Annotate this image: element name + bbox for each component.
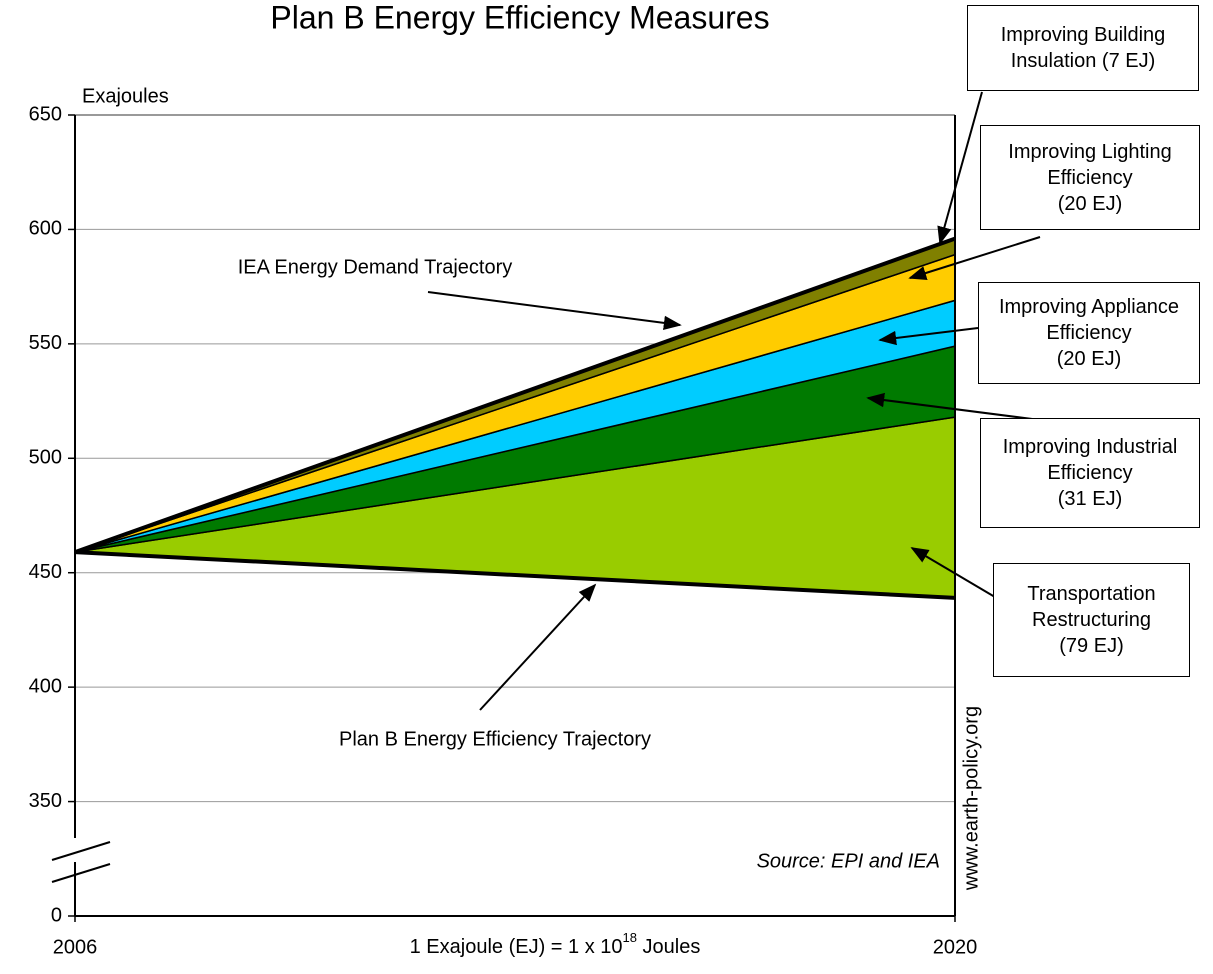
callout-arrow xyxy=(910,547,1001,601)
chart-title: Plan B Energy Efficiency Measures xyxy=(270,0,769,35)
callout-arrow xyxy=(937,91,983,245)
y-tick-label: 0 xyxy=(51,904,62,926)
annotation-arrow xyxy=(479,583,597,711)
y-tick-label: 400 xyxy=(29,675,62,697)
callout-box: Improving Industrial Efficiency (31 EJ) xyxy=(980,418,1200,528)
callout-box: Improving Building Insulation (7 EJ) xyxy=(967,5,1199,91)
callout-text: Improving Industrial Efficiency (31 EJ) xyxy=(987,434,1193,512)
y-tick-label: 350 xyxy=(29,790,62,812)
callout-arrow xyxy=(866,392,1041,421)
callout-box: Transportation Restructuring (79 EJ) xyxy=(993,563,1190,677)
y-tick-label: 450 xyxy=(29,561,62,583)
y-axis-label: Exajoules xyxy=(82,85,169,107)
line-series xyxy=(74,236,956,555)
callout-text: Improving Appliance Efficiency (20 EJ) xyxy=(985,294,1193,372)
callout-value: (79 EJ) xyxy=(1059,635,1124,657)
callout-value: (20 EJ) xyxy=(1056,348,1122,370)
callout-text: Improving Lighting Efficiency (20 EJ) xyxy=(987,139,1193,217)
callout-value: (20 EJ) xyxy=(1057,192,1123,215)
axis-break xyxy=(51,841,111,861)
website: www.earth-policy.org xyxy=(960,706,982,891)
callout-arrow xyxy=(908,236,1041,280)
x-axis-label: 1 Exajoule (EJ) = 1 x 1018 Joules xyxy=(410,930,701,958)
callout-box: Improving Lighting Efficiency (20 EJ) xyxy=(980,125,1200,230)
callout-name: Improving Lighting Efficiency xyxy=(1008,140,1172,189)
axis-break xyxy=(51,863,111,883)
annotation-arrow xyxy=(427,291,682,331)
callout-name: Transportation Restructuring xyxy=(1027,583,1156,631)
callout-text: Improving Building Insulation (7 EJ) xyxy=(974,22,1192,74)
x-tick-label: 2006 xyxy=(53,936,98,958)
y-tick-label: 600 xyxy=(29,218,62,240)
callout-arrow xyxy=(878,327,979,346)
callout-value: (7 EJ) xyxy=(1101,50,1156,72)
areas xyxy=(74,237,956,599)
y-tick-label: 500 xyxy=(29,447,62,469)
x-tick-label: 2020 xyxy=(933,936,978,958)
x-label-sup: 18 xyxy=(623,930,637,945)
callout-text: Transportation Restructuring (79 EJ) xyxy=(1000,581,1183,659)
x-label-part: 1 Exajoule (EJ) = 1 x 10 xyxy=(410,936,623,958)
callout-name: Improving Building Insulation xyxy=(1000,24,1166,72)
callout-box: Improving Appliance Efficiency (20 EJ) xyxy=(978,282,1200,384)
y-tick-label: 650 xyxy=(29,103,62,125)
annotation: IEA Energy Demand Trajectory xyxy=(238,256,513,278)
source: Source: EPI and IEA xyxy=(757,850,940,872)
callout-value: (31 EJ) xyxy=(1057,488,1123,510)
callout-name: Improving Industrial Efficiency xyxy=(1002,436,1178,484)
line-series xyxy=(74,550,956,600)
x-label-part: Joules xyxy=(637,936,700,958)
annotation: Plan B Energy Efficiency Trajectory xyxy=(339,728,651,750)
callout-name: Improving Appliance Efficiency xyxy=(998,296,1180,344)
y-tick-label: 550 xyxy=(29,332,62,354)
